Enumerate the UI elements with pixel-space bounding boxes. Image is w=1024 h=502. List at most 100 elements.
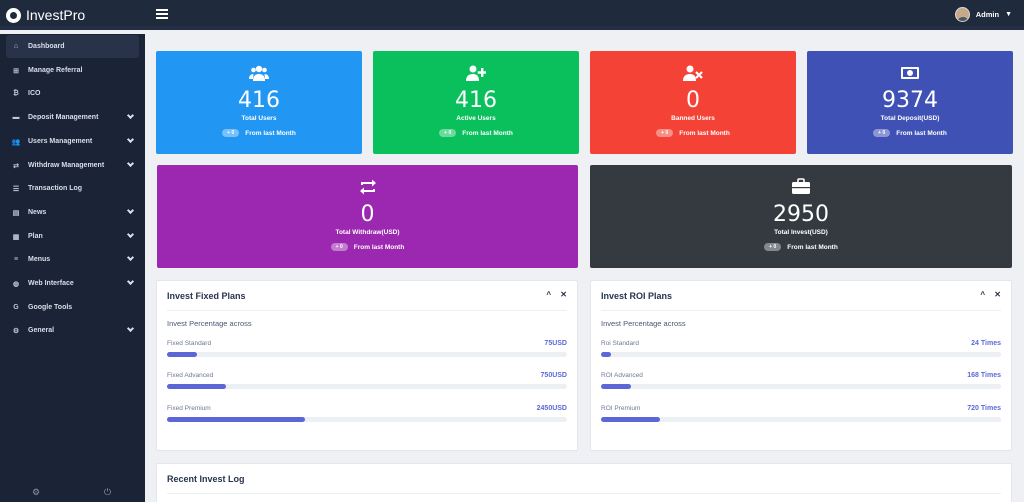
progress-bar [167,384,567,389]
chevron-down-icon [126,111,135,120]
plan-value: 720 Times [967,405,1001,412]
exchange-icon: ⇄ [13,162,19,170]
google-icon: G [13,304,19,311]
divider [167,310,567,311]
chevron-down-icon [126,277,135,286]
user-times-icon [683,65,703,81]
sidebar-item-label: Web Interface [28,280,74,287]
sidebar-item-dashboard[interactable]: ⌂ Dashboard [6,35,139,58]
stat-card-banned-users: 0 Banned Users + 0 From last Month [590,51,796,154]
brand[interactable]: InvestPro [6,4,85,26]
user-name: Admin [975,9,1000,19]
power-icon[interactable]: ⏻ [104,487,112,497]
close-icon[interactable]: ✕ [560,290,567,299]
progress-bar [601,352,1001,357]
plan-name: Fixed Standard [167,340,212,347]
sidebar-item-web-interface[interactable]: ◍ Web Interface [6,272,139,295]
sidebar-item-deposit-management[interactable]: ▬ Deposit Management [6,106,139,129]
panel-subtitle: Invest Percentage across [167,319,252,328]
brand-name: InvestPro [26,7,86,23]
stat-card-total-deposit: 9374 Total Deposit(USD) + 0 From last Mo… [807,51,1013,154]
close-icon[interactable]: ✕ [994,290,1001,299]
chevron-down-icon [126,206,135,215]
trend-text: From last Month [353,243,405,251]
sitemap-icon: ⊞ [13,67,19,75]
trend-badge: + 0 [439,129,457,137]
panel-title: Invest ROI Plans [601,291,673,301]
globe-icon: ◍ [12,280,20,288]
sidebar-item-manage-referral[interactable]: ⊞ Manage Referral [6,59,139,82]
brand-logo-icon [6,7,21,23]
progress-bar [167,352,567,357]
progress-bar [167,417,567,422]
list-icon: ☰ [12,185,20,193]
stat-trend: + 0 From last Month [590,243,1012,251]
invest-fixed-plans-panel: Invest Fixed Plans ^ ✕ Invest Percentage… [156,280,578,451]
sidebar-item-plan[interactable]: ▦ Plan [6,225,139,248]
sidebar-item-transaction-log[interactable]: ☰ Transaction Log [6,177,139,200]
stat-trend: + 0 From last Month [807,129,1013,137]
trend-badge: + 0 [330,243,348,251]
plan-value: 168 Times [967,372,1001,379]
plan-name: Fixed Advanced [167,372,214,379]
sidebar: ⌂ Dashboard ⊞ Manage Referral ₿ ICO ▬ De… [0,34,145,502]
briefcase-icon [792,178,810,194]
trend-badge: + 0 [656,129,674,137]
sidebar-item-ico[interactable]: ₿ ICO [6,82,139,105]
stat-trend: + 0 From last Month [590,129,796,137]
hamburger-menu-icon[interactable] [156,9,168,19]
plan-value: 24 Times [971,340,1001,347]
progress-fill [167,384,227,389]
retweet-icon [359,179,376,195]
gear-icon: ⚙ [12,327,20,335]
credit-card-icon: ▬ [12,114,20,121]
users-icon: 👥 [11,138,21,146]
collapse-icon[interactable]: ^ [980,290,985,299]
sidebar-item-label: Withdraw Management [28,162,105,169]
panel-subtitle: Invest Percentage across [601,319,686,328]
stat-trend: + 0 From last Month [373,129,579,137]
sidebar-item-label: Deposit Management [28,114,99,121]
stat-value: 0 [360,202,375,227]
stat-label: Total Invest(USD) [774,229,828,236]
plan-value: 2450USD [536,405,567,412]
trend-text: From last Month [245,129,296,137]
users-group-icon [249,65,269,81]
trend-text: From last Month [787,243,838,251]
stat-card-total-invest: 2950 Total Invest(USD) + 0 From last Mon… [590,165,1012,268]
sidebar-item-menus[interactable]: ≡ Menus [6,248,139,271]
chevron-down-icon: ▼ [1005,10,1012,18]
newspaper-icon: ▤ [12,209,20,217]
progress-fill [601,352,611,357]
sidebar-item-google-tools[interactable]: G Google Tools [6,296,139,319]
settings-gear-icon[interactable]: ⚙ [32,487,41,497]
sidebar-item-news[interactable]: ▤ News [6,201,139,224]
panel-title: Invest Fixed Plans [167,291,246,301]
sidebar-item-label: Plan [28,233,43,240]
sidebar-item-users-management[interactable]: 👥 Users Management [6,130,139,153]
plan-name: ROI Advanced [601,372,643,379]
avatar [954,6,970,22]
stat-label: Total Deposit(USD) [880,115,940,122]
stat-card-active-users: 416 Active Users + 0 From last Month [373,51,579,154]
plan-value: 75USD [544,340,567,347]
sidebar-item-general[interactable]: ⚙ General [6,319,139,342]
stat-value: 2950 [773,202,829,227]
collapse-icon[interactable]: ^ [546,290,551,299]
trend-badge: + 0 [764,243,782,251]
sidebar-item-label: Dashboard [28,43,65,50]
stat-value: 9374 [882,88,938,113]
chevron-down-icon [126,253,135,262]
user-menu[interactable]: Admin ▼ [954,5,1012,23]
chevron-down-icon [126,230,135,239]
sidebar-item-label: General [28,327,55,334]
stat-label: Total Users [241,115,277,122]
user-plus-icon [466,65,486,81]
plan-name: ROI Premium [601,405,641,412]
stat-label: Total Withdraw(USD) [335,229,400,236]
trend-text: From last Month [462,129,513,137]
sidebar-item-withdraw-management[interactable]: ⇄ Withdraw Management [6,154,139,177]
sidebar-item-label: News [28,209,47,216]
recent-invest-log-panel: Recent Invest Log [156,463,1012,502]
plan-name: Roi Standard [601,340,639,347]
